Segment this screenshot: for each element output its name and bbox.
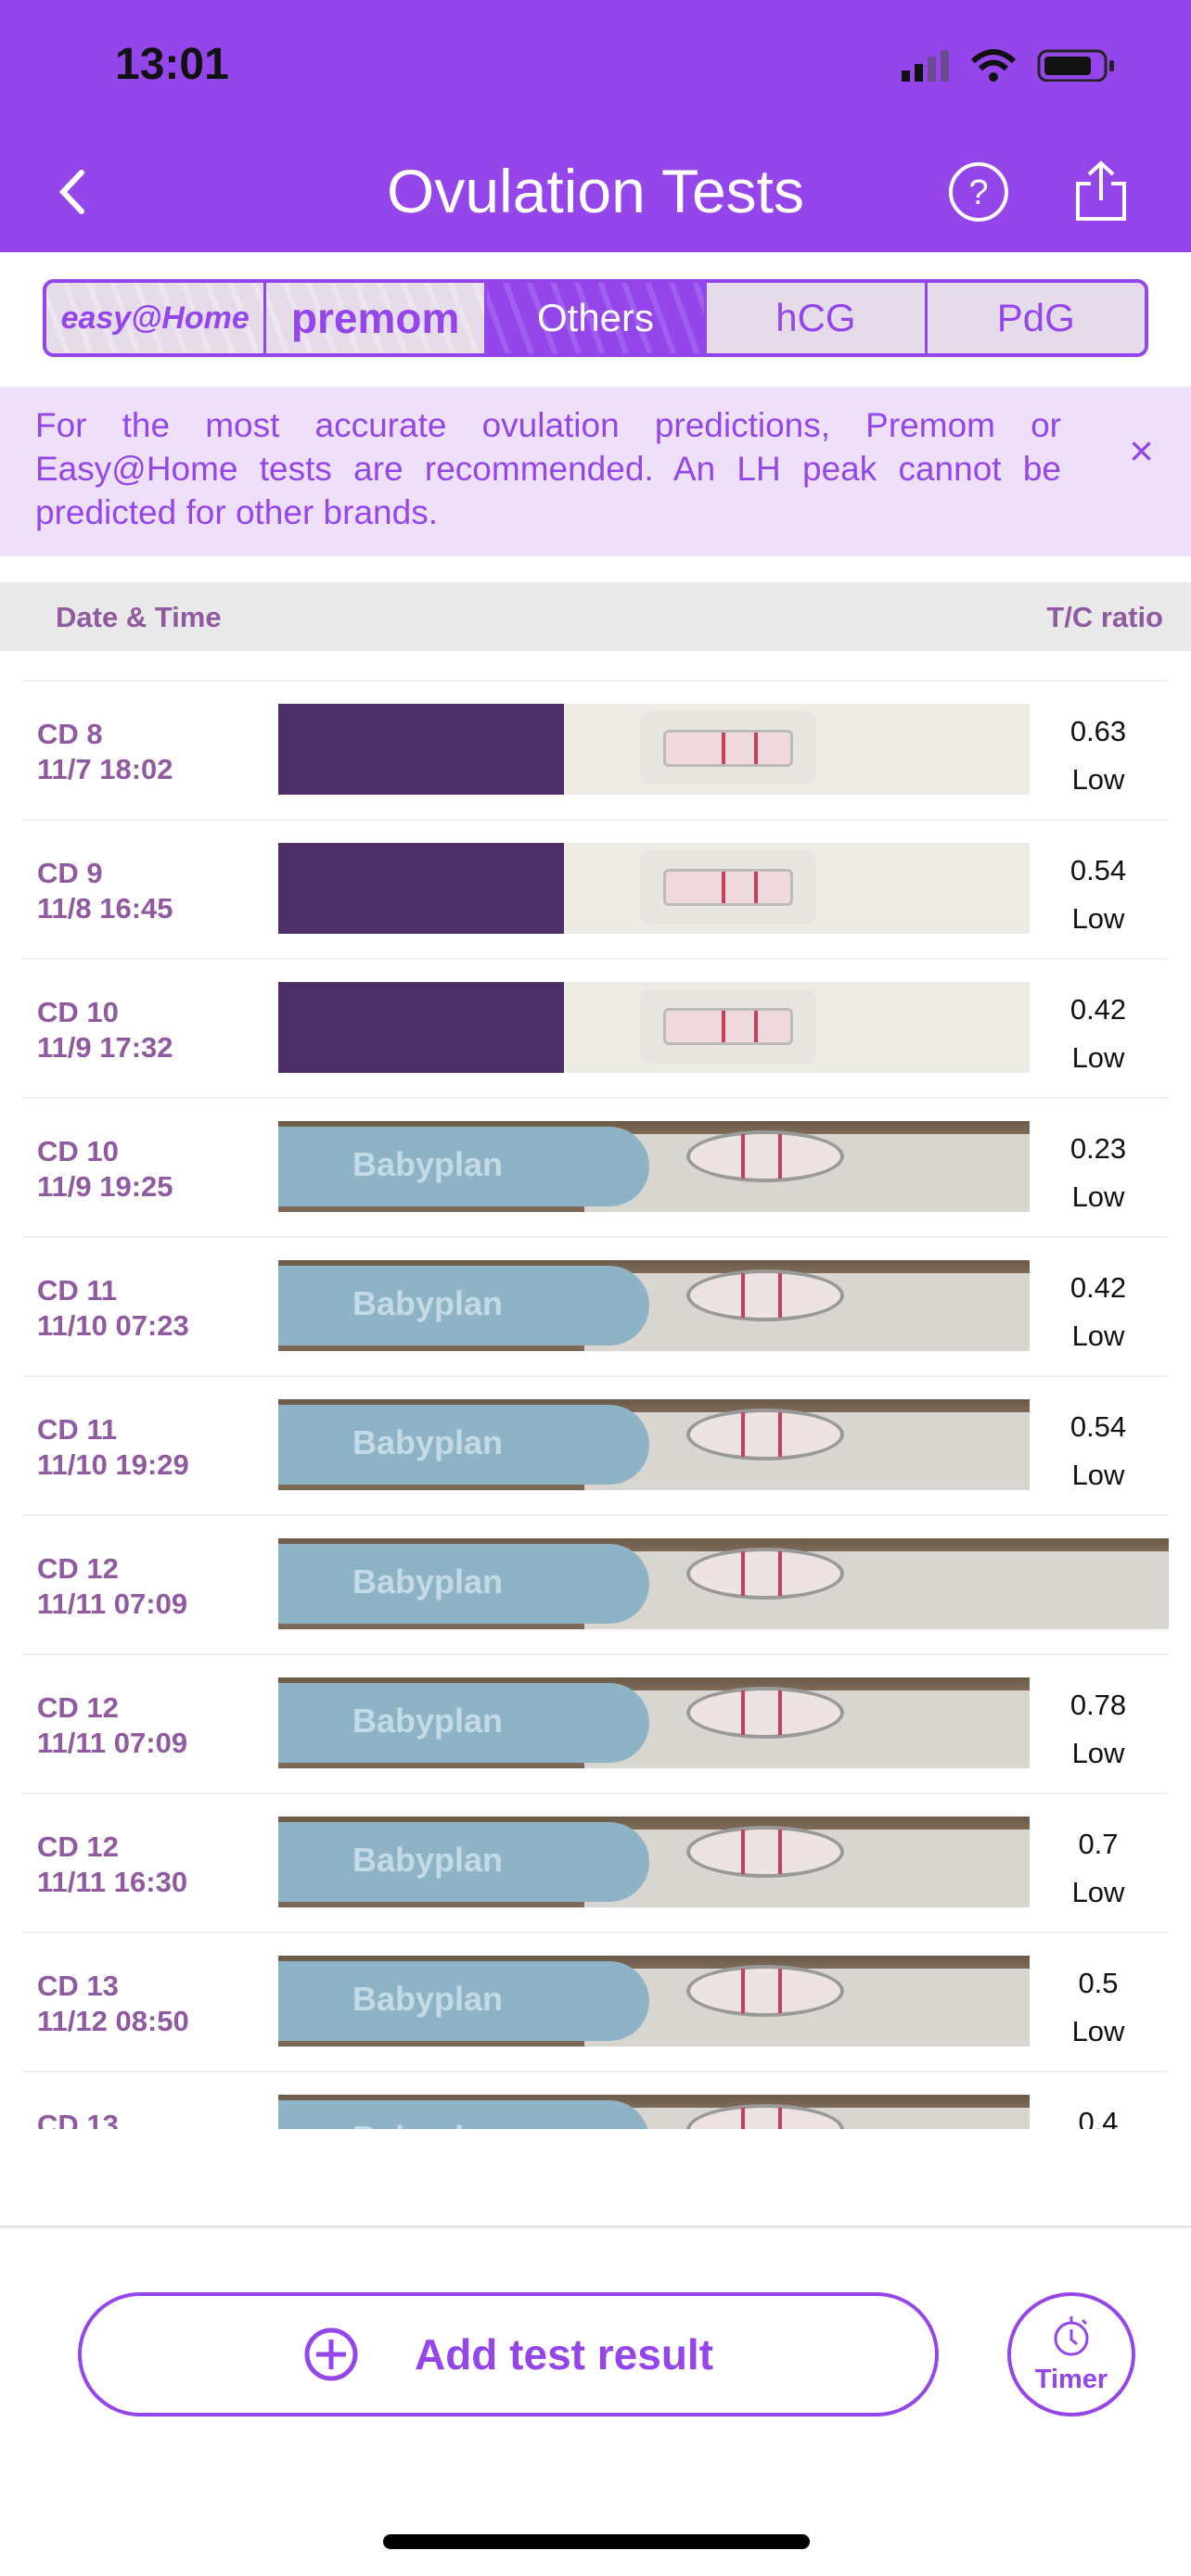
- row-ratio: 0.4: [1078, 2106, 1119, 2129]
- row-ratio: 0.42 Low: [1069, 993, 1127, 1074]
- row-date: CD 9 11/8 16:45: [37, 857, 173, 925]
- table-row[interactable]: CD 10 11/9 19:25 Babyplan 0.23 Low: [22, 1097, 1169, 1236]
- column-ratio: T/C ratio: [1046, 601, 1163, 633]
- row-date: CD 10 11/9 19:25: [37, 1135, 173, 1203]
- divider: [0, 2225, 1191, 2228]
- table-row[interactable]: CD 10 11/9 17:32 0.42 Low: [22, 958, 1169, 1097]
- help-button[interactable]: ?: [946, 159, 1011, 224]
- table-row[interactable]: CD 12 11/11 07:09 Babyplan 0.78 Low: [22, 1653, 1169, 1792]
- table-row[interactable]: CD 11 11/10 19:29 Babyplan 0.54 Low: [22, 1375, 1169, 1514]
- row-ratio: 0.23 Low: [1069, 1132, 1127, 1213]
- row-ratio: 0.63 Low: [1069, 715, 1127, 796]
- tab-easy-at-home[interactable]: easy@Home: [46, 283, 267, 353]
- test-strip-image: Babyplan: [278, 2095, 1030, 2129]
- banner-text: For the most accurate ovulation predicti…: [35, 406, 1061, 531]
- table-row[interactable]: CD 13 11/12 08:50 Babyplan 0.5 Low: [22, 1932, 1169, 2071]
- table-row[interactable]: CD 8 11/7 18:02 0.63 Low: [22, 680, 1169, 819]
- table-row[interactable]: CD 12 11/11 16:30 Babyplan 0.7 Low: [22, 1792, 1169, 1932]
- test-strip-image: Babyplan: [278, 1538, 1169, 1629]
- row-date: CD 12 11/11 16:30: [37, 1830, 188, 1898]
- recommendation-banner: For the most accurate ovulation predicti…: [0, 387, 1191, 556]
- table-row[interactable]: CD 9 11/8 16:45 0.54 Low: [22, 819, 1169, 958]
- row-date: CD 13 11/12 08:50: [37, 1970, 189, 2037]
- test-strip-image: [278, 704, 1030, 795]
- test-strip-image: Babyplan: [278, 1817, 1030, 1907]
- share-button[interactable]: [1069, 159, 1133, 224]
- row-date: CD 11 11/10 19:29: [37, 1413, 189, 1481]
- column-date: Date & Time: [56, 601, 222, 633]
- test-strip-image: Babyplan: [278, 1956, 1030, 2047]
- test-strip-image: Babyplan: [278, 1260, 1030, 1351]
- test-strip-image: [278, 843, 1030, 934]
- page-title: Ovulation Tests: [386, 157, 804, 225]
- tab-premom[interactable]: premom: [266, 283, 487, 353]
- table-row[interactable]: CD 12 11/11 07:09 Babyplan: [22, 1514, 1169, 1653]
- wifi-icon: [970, 49, 1017, 82]
- test-strip-image: [278, 982, 1030, 1073]
- test-strip-image: Babyplan: [278, 1121, 1030, 1212]
- row-date: CD 11 11/10 07:23: [37, 1274, 189, 1342]
- row-date: CD 13: [37, 2109, 119, 2129]
- row-date: CD 8 11/7 18:02: [37, 718, 173, 785]
- plus-circle-icon: [304, 2327, 358, 2381]
- row-ratio: 0.78 Low: [1069, 1689, 1127, 1769]
- table-row[interactable]: CD 11 11/10 07:23 Babyplan 0.42 Low: [22, 1236, 1169, 1375]
- row-ratio: 0.7 Low: [1071, 1828, 1125, 1908]
- row-date: CD 12 11/11 07:09: [37, 1691, 188, 1759]
- tab-others[interactable]: Others: [486, 283, 708, 353]
- svg-text:?: ?: [968, 173, 988, 212]
- table-row[interactable]: CD 13 Babyplan 0.4: [22, 2071, 1169, 2129]
- row-ratio: 0.5 Low: [1071, 1967, 1125, 2047]
- back-button[interactable]: [43, 159, 108, 224]
- row-date: CD 12 11/11 07:09: [37, 1552, 188, 1620]
- tab-hcg[interactable]: hCG: [707, 283, 928, 353]
- row-ratio: 0.42 Low: [1069, 1271, 1127, 1352]
- row-date: CD 10 11/9 17:32: [37, 996, 173, 1064]
- row-ratio: 0.54 Low: [1069, 1410, 1127, 1491]
- home-indicator: [383, 2534, 810, 2549]
- test-list[interactable]: CD 8 11/7 18:02 0.63 Low CD 9 11/8 16:45 0.54 L…: [22, 680, 1169, 2129]
- header: 13:01 Ovulation Tests ?: [0, 0, 1191, 252]
- timer-button[interactable]: Timer: [1007, 2292, 1135, 2417]
- signal-icon: [902, 50, 949, 82]
- test-strip-image: Babyplan: [278, 1677, 1030, 1768]
- add-test-result-button[interactable]: Add test result: [78, 2292, 939, 2417]
- row-ratio: 0.54 Low: [1069, 854, 1127, 935]
- status-time: 13:01: [115, 40, 229, 89]
- brand-tabs: easy@Home premom Others hCG PdG: [43, 279, 1148, 357]
- stopwatch-icon: [1054, 2316, 1089, 2356]
- close-icon[interactable]: ×: [1129, 427, 1154, 475]
- battery-icon: [1037, 49, 1114, 82]
- test-strip-image: Babyplan: [278, 1399, 1030, 1490]
- tab-pdg[interactable]: PdG: [927, 283, 1145, 353]
- table-header: Date & Time T/C ratio: [0, 582, 1191, 651]
